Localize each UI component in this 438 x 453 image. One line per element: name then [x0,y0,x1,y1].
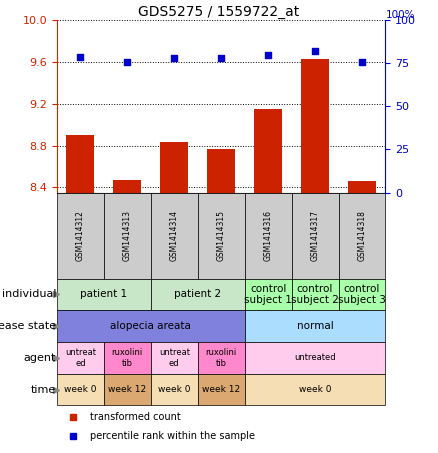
Bar [66,135,95,193]
Bar [301,59,329,193]
Bar [348,181,376,193]
Bar [160,142,188,193]
Text: time: time [31,385,56,395]
Text: percentile rank within the sample: percentile rank within the sample [90,431,255,441]
Bar [104,342,151,374]
Point [77,53,84,60]
Bar [245,279,292,310]
Point [311,48,318,55]
Bar [57,374,104,405]
Point [171,55,178,62]
Text: ruxolini
tib: ruxolini tib [112,348,143,367]
Text: week 0: week 0 [64,385,97,394]
Bar [245,193,292,279]
Text: week 0: week 0 [158,385,191,394]
Text: GSM1414316: GSM1414316 [264,210,272,261]
Text: GSM1414317: GSM1414317 [311,210,320,261]
Point [265,51,272,58]
Bar [104,374,151,405]
Text: alopecia areata: alopecia areata [110,321,191,331]
Bar [198,193,245,279]
Text: individual: individual [1,289,56,299]
Bar [198,374,245,405]
Bar [292,193,339,279]
Bar [339,279,385,310]
Text: GSM1414318: GSM1414318 [357,210,367,261]
Text: GSM1414313: GSM1414313 [123,210,132,261]
Bar [198,342,245,374]
Bar [151,374,198,405]
Text: GSM1414312: GSM1414312 [76,210,85,261]
Bar [292,279,339,310]
Text: untreated: untreated [294,353,336,362]
Point [358,58,365,65]
Bar [151,193,198,279]
Text: week 0: week 0 [299,385,331,394]
Text: GDS5275 / 1559722_at: GDS5275 / 1559722_at [138,5,300,19]
Bar [151,342,198,374]
Bar [151,279,245,310]
Text: patient 2: patient 2 [174,289,221,299]
Text: disease state: disease state [0,321,56,331]
Bar [57,279,151,310]
Bar [245,310,385,342]
Text: agent: agent [24,353,56,363]
Text: normal: normal [297,321,333,331]
Text: untreat
ed: untreat ed [159,348,190,367]
Text: control
subject 3: control subject 3 [338,284,386,305]
Text: GSM1414315: GSM1414315 [217,210,226,261]
Bar [245,374,385,405]
Text: control
subject 2: control subject 2 [291,284,339,305]
Bar [57,310,245,342]
Bar [57,193,104,279]
Text: control
subject 1: control subject 1 [244,284,292,305]
Bar [57,342,104,374]
Text: ruxolini
tib: ruxolini tib [205,348,237,367]
Text: week 12: week 12 [202,385,240,394]
Bar [104,193,151,279]
Point [218,55,225,62]
Text: transformed count: transformed count [90,413,180,423]
Bar [113,180,141,193]
Text: GSM1414314: GSM1414314 [170,210,179,261]
Bar [254,109,282,193]
Bar [207,149,235,193]
Bar [339,193,385,279]
Point [124,58,131,65]
Text: 100%: 100% [385,10,415,20]
Text: patient 1: patient 1 [80,289,127,299]
Text: week 12: week 12 [108,385,146,394]
Text: untreat
ed: untreat ed [65,348,96,367]
Bar [245,342,385,374]
